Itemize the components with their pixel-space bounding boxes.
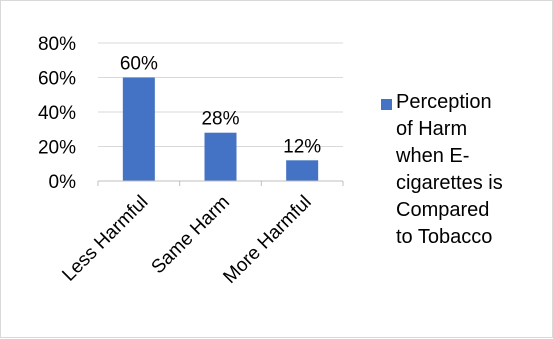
legend: Perception of Harm when E- cigarettes is… [381,89,551,251]
y-tick-label: 60% [38,69,76,90]
legend-label-line: Perception [396,91,492,113]
bars [122,77,319,181]
legend-label-line: of Harm [396,118,468,140]
bar [286,160,319,181]
x-axis [97,180,344,186]
legend-swatch [381,99,392,110]
legend-label: Perception of Harm when E- cigarettes is… [396,89,546,251]
legend-label-line: to Tobacco [396,226,493,248]
legend-label-line: Compared [396,199,490,221]
bar [122,77,155,181]
x-tick-label: Less Harmful [58,192,152,286]
x-tick-label: Same Harm [148,192,235,279]
legend-label-line: cigarettes is [396,172,503,194]
x-tick-label: More Harmful [219,192,315,288]
data-labels: 60% 28% 12% [120,54,321,158]
bar [204,132,237,181]
y-axis-tick-labels: 0% 20% 40% 60% 80% [38,34,76,193]
y-tick-label: 0% [49,172,77,193]
legend-label-line: when E- [396,145,470,167]
data-label: 60% [120,54,158,75]
data-label: 12% [283,136,321,157]
y-tick-label: 20% [38,138,76,159]
data-label: 28% [201,109,239,130]
y-tick-label: 80% [38,34,76,55]
y-tick-label: 40% [38,103,76,124]
